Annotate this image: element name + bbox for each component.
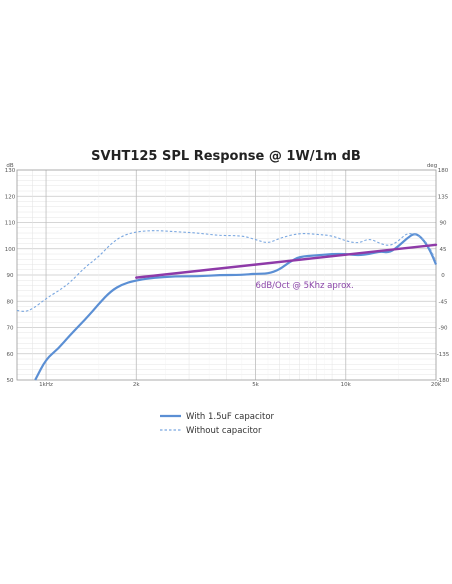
y-tick-label: 120	[5, 194, 16, 200]
axis-ticks: 50 60 70 80 90 100 110 120 130 -180 -135 -90 -45 0 45 9…	[5, 168, 450, 388]
y-tick-label: 90	[7, 273, 14, 279]
y2-tick-label: -90	[439, 326, 448, 332]
trend-line	[135, 243, 438, 279]
x-tick-label: 10k	[341, 382, 352, 388]
annotation-label: 6dB/Oct @ 5Khz aprox.	[256, 281, 354, 291]
y-tick-label: 130	[5, 168, 16, 174]
series-lines	[16, 230, 438, 381]
series-line-with-capacitor	[34, 233, 438, 381]
y2-tick-label: -180	[437, 378, 450, 384]
legend: With 1.5uF capacitor Without capacitor	[160, 412, 275, 436]
y2-axis-unit-label: deg	[427, 163, 437, 169]
y2-tick-label: 90	[440, 221, 447, 227]
x-tick-label: 20k	[431, 382, 442, 388]
x-tick-label: 1kHz	[39, 382, 53, 388]
y-tick-label: 80	[7, 299, 14, 305]
legend-label-with-capacitor: With 1.5uF capacitor	[186, 412, 275, 422]
legend-label-without-capacitor: Without capacitor	[186, 426, 262, 436]
y-tick-label: 60	[7, 352, 14, 358]
series-line-without-capacitor	[16, 230, 437, 312]
y2-tick-label: 45	[440, 247, 447, 253]
x-tick-label: 2k	[133, 382, 140, 388]
chart-title: SVHT125 SPL Response @ 1W/1m dB	[91, 149, 361, 164]
grid	[17, 170, 436, 380]
y2-tick-label: 180	[438, 168, 449, 174]
y-tick-label: 110	[5, 221, 16, 227]
y-tick-label: 100	[5, 247, 16, 253]
plot-frame	[16, 169, 437, 381]
x-tick-label: 5k	[252, 382, 259, 388]
y2-tick-label: -45	[439, 299, 448, 305]
y2-tick-label: 0	[441, 273, 445, 279]
y2-tick-label: 135	[438, 194, 449, 200]
y-tick-label: 70	[7, 326, 14, 332]
annotations: 6dB/Oct @ 5Khz aprox.	[256, 281, 354, 291]
y2-tick-label: -135	[437, 352, 450, 358]
y-axis-unit-label: dB	[6, 163, 13, 169]
y-tick-label: 50	[7, 378, 14, 384]
